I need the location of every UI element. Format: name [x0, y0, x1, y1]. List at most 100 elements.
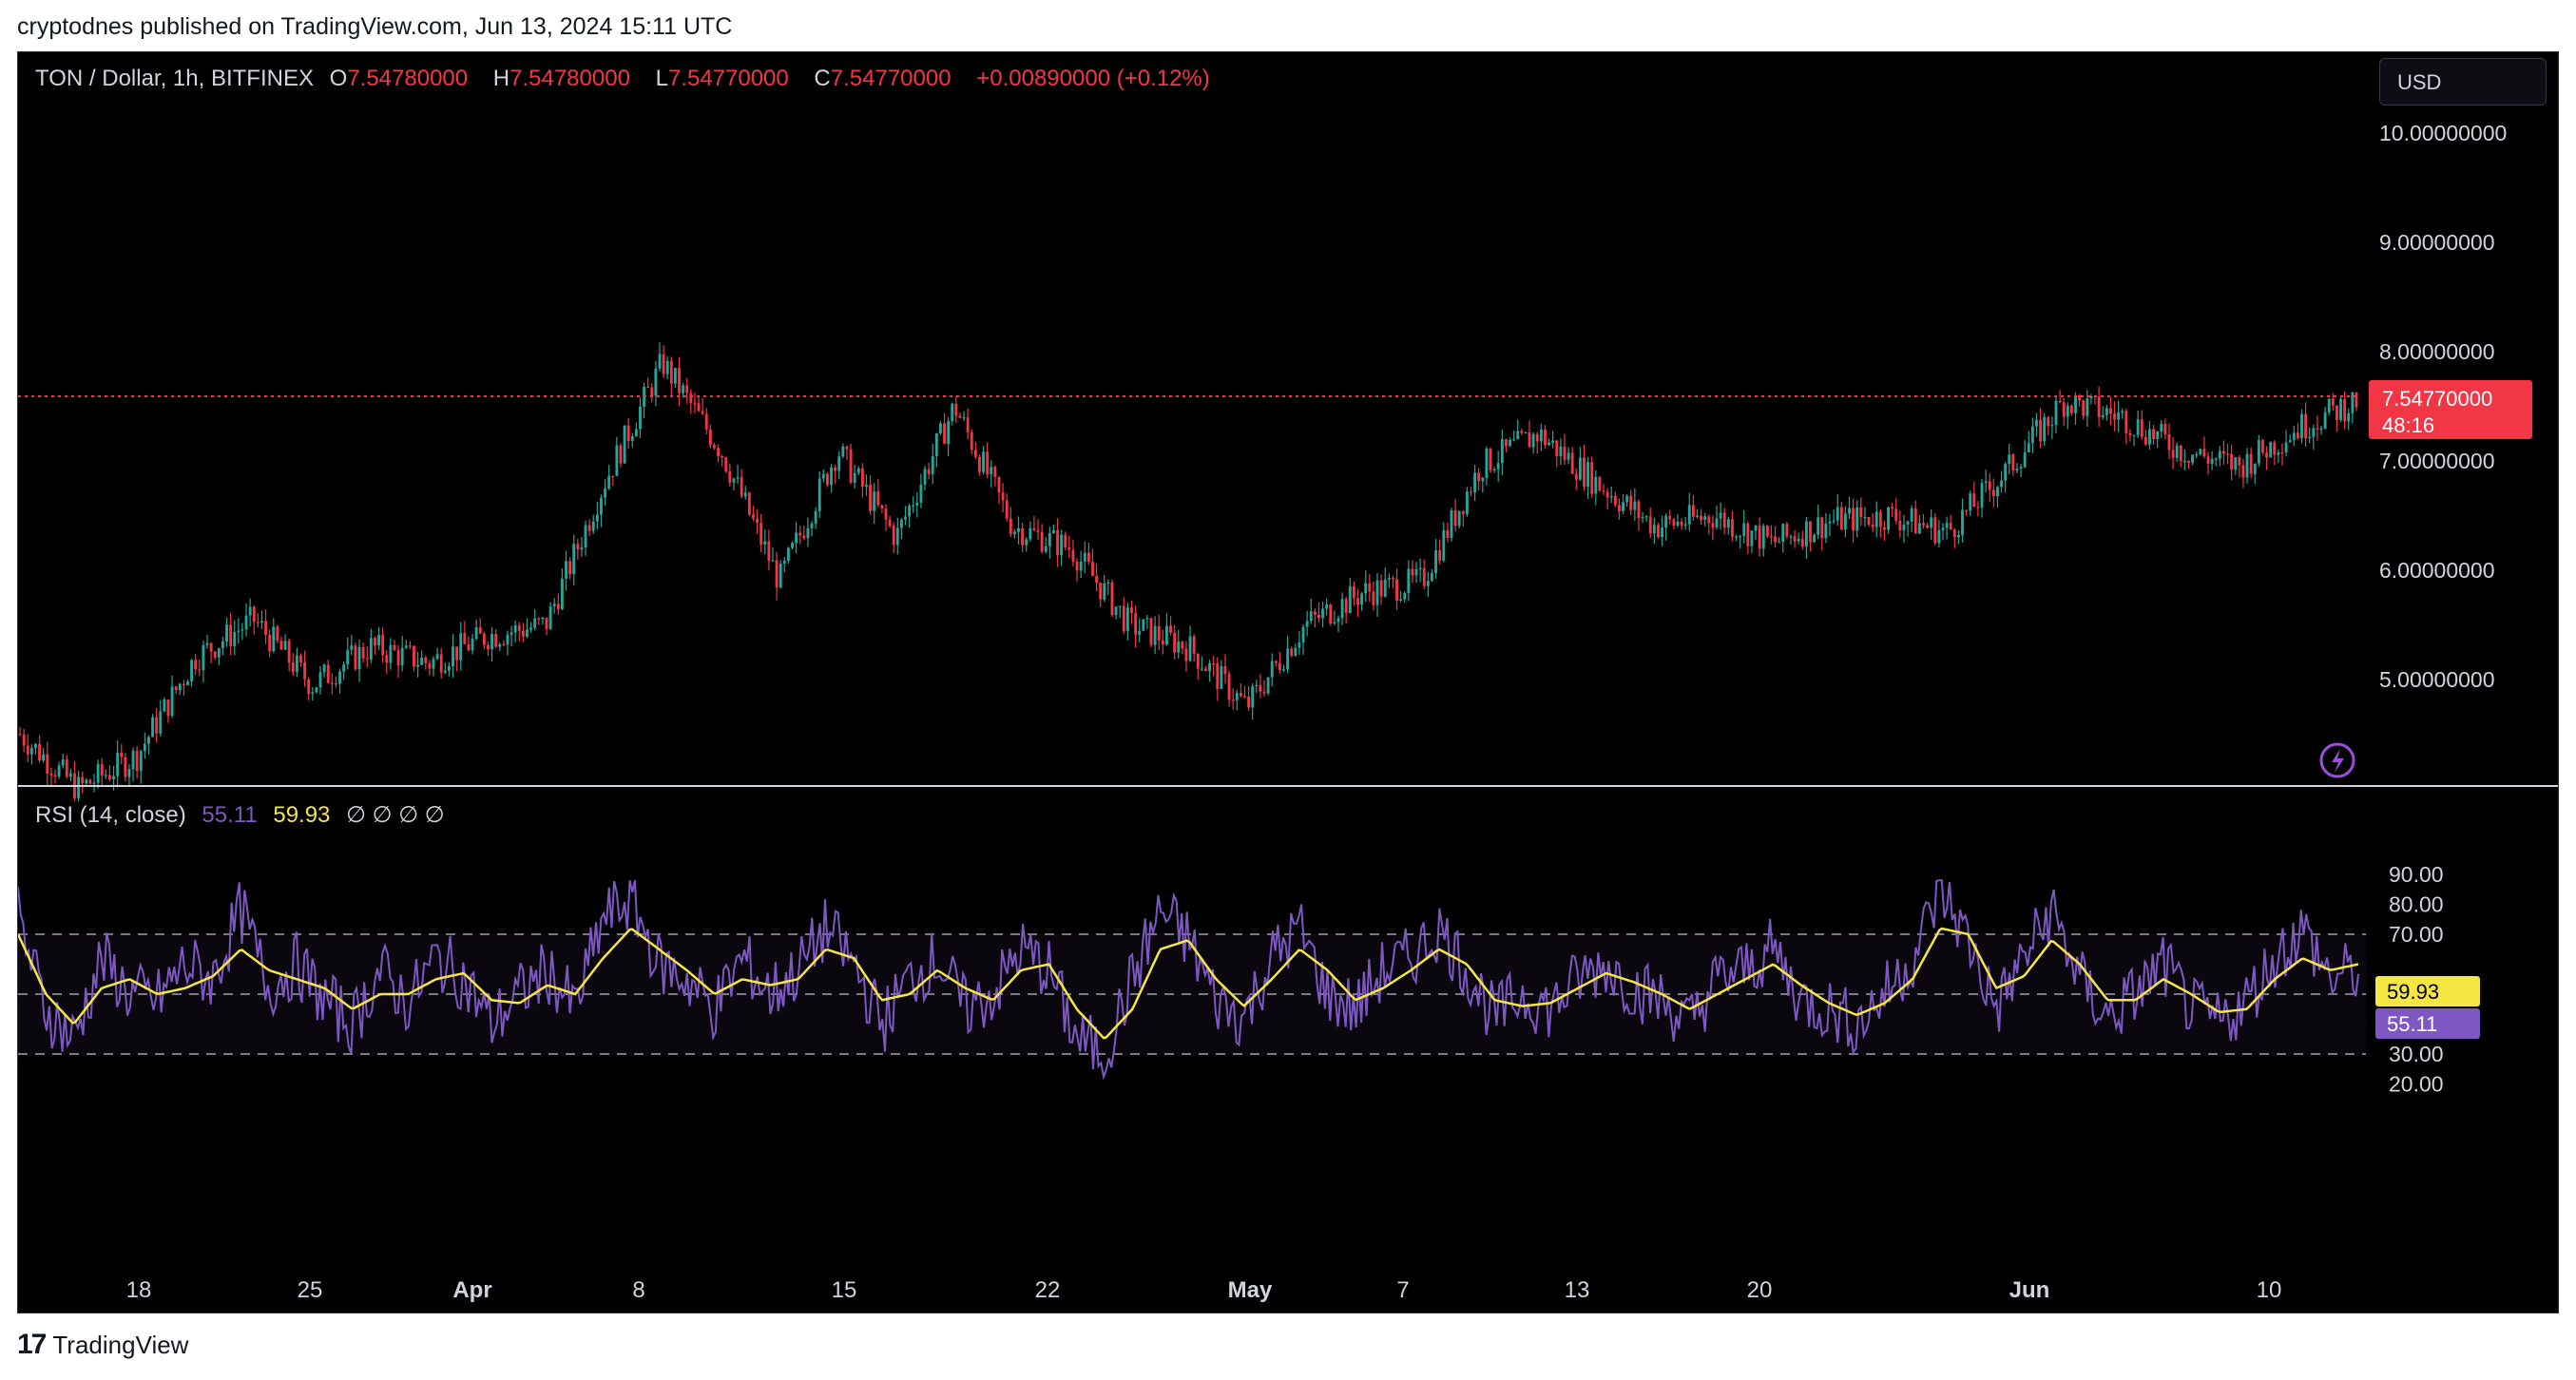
candle-body — [779, 563, 782, 588]
candle-body — [912, 505, 915, 508]
candle-body — [880, 505, 884, 509]
candle-body — [186, 681, 189, 685]
candle-body — [1125, 607, 1129, 631]
candle-body — [68, 773, 72, 777]
symbol-label[interactable]: TON / Dollar, 1h, BITFINEX — [35, 66, 314, 91]
candle-body — [318, 672, 322, 688]
candle-body — [876, 491, 880, 506]
time-axis-tick: 8 — [632, 1277, 644, 1303]
candle-body — [1434, 549, 1437, 574]
candle-body — [2280, 451, 2284, 454]
candle-body — [2039, 419, 2043, 442]
candle-body — [1586, 462, 1590, 487]
candle-body — [837, 456, 841, 471]
candle-body — [1797, 539, 1800, 542]
candle-body — [151, 717, 155, 738]
candle-body — [2171, 450, 2175, 458]
candle-body — [1817, 517, 1820, 535]
high-value: 7.54780000 — [509, 66, 630, 91]
candle-body — [786, 547, 790, 562]
candle-body — [1473, 472, 1477, 493]
candle-body — [545, 617, 548, 630]
candle-body — [155, 717, 159, 734]
candle-body — [2167, 434, 2171, 450]
candle-body — [22, 734, 26, 746]
candle-body — [350, 645, 354, 650]
candle-body — [2191, 454, 2195, 463]
candle-body — [2050, 425, 2054, 427]
change-value: +0.00890000 (+0.12%) — [976, 66, 1210, 91]
candle-body — [821, 473, 825, 479]
candle-body — [1691, 505, 1695, 517]
currency-button[interactable]: USD — [2379, 58, 2547, 105]
candle-body — [1251, 685, 1255, 708]
candle-body — [2304, 413, 2308, 438]
candle-body — [1930, 517, 1933, 528]
candle-body — [2047, 416, 2050, 427]
candle-body — [1247, 696, 1251, 708]
candle-body — [2269, 442, 2273, 458]
candle-body — [112, 776, 115, 779]
candle-body — [1832, 520, 1836, 522]
candle-body — [1204, 668, 1207, 672]
candle-body — [771, 560, 775, 562]
candle-body — [934, 432, 938, 457]
candle-body — [1613, 495, 1617, 506]
candle-body — [1605, 491, 1609, 498]
candle-body — [2238, 457, 2241, 466]
candle-body — [374, 638, 376, 646]
candle-body — [1321, 608, 1325, 619]
candle-body — [1418, 567, 1422, 570]
tradingview-logo-icon[interactable]: 17 — [17, 1329, 47, 1360]
rsi-axis-tick: 20.00 — [2389, 1072, 2444, 1097]
candle-body — [1804, 521, 1808, 547]
candle-body — [1516, 431, 1520, 440]
candle-body — [1996, 487, 1999, 496]
candle-body — [892, 526, 895, 546]
candle-body — [572, 544, 576, 575]
candle-body — [2101, 414, 2105, 417]
candle-body — [2019, 467, 2023, 470]
candle-body — [986, 451, 990, 475]
rsi-name[interactable]: RSI (14, close) — [35, 802, 186, 828]
candle-body — [1719, 512, 1722, 519]
brand-name[interactable]: TradingView — [52, 1330, 189, 1359]
candle-body — [1789, 536, 1793, 538]
candle-body — [1407, 568, 1411, 593]
candle-body — [170, 686, 174, 717]
candle-body — [1262, 691, 1266, 694]
candle-body — [1567, 452, 1570, 460]
candle-body — [724, 457, 728, 471]
candle-body — [1422, 567, 1426, 586]
candle-body — [260, 621, 263, 623]
lightning-icon[interactable] — [2319, 742, 2355, 778]
candle-body — [1711, 523, 1715, 528]
candle-body — [568, 561, 572, 575]
candle-body — [817, 478, 821, 511]
candle-body — [346, 649, 350, 665]
candle-body — [2027, 443, 2030, 453]
candle-body — [2082, 400, 2086, 416]
chart-frame[interactable]: 10.00000000 9.00000000 8.00000000 7.0000000… — [17, 51, 2559, 1313]
candle-body — [1368, 583, 1372, 592]
candle-body — [1012, 531, 1016, 534]
candle-body — [2284, 442, 2288, 453]
candle-body — [1891, 507, 1894, 509]
candle-body — [1820, 517, 1824, 539]
candle-body — [1067, 546, 1071, 550]
chart-canvas[interactable]: 10.00000000 9.00000000 8.00000000 7.0000000… — [18, 52, 2559, 1313]
candle-body — [860, 468, 864, 488]
candle-body — [509, 632, 513, 635]
candle-body — [1696, 515, 1699, 517]
candle-body — [1075, 562, 1079, 571]
candle-body — [1906, 521, 1910, 525]
candle-body — [560, 578, 564, 609]
candle-body — [931, 456, 934, 474]
candle-body — [1559, 446, 1563, 456]
candle-body — [2202, 449, 2206, 457]
candle-body — [1243, 696, 1246, 698]
candle-body — [377, 635, 380, 646]
candle-body — [202, 644, 205, 670]
candle-body — [88, 779, 92, 784]
rsi-empty-values: ∅ ∅ ∅ ∅ — [346, 802, 445, 828]
